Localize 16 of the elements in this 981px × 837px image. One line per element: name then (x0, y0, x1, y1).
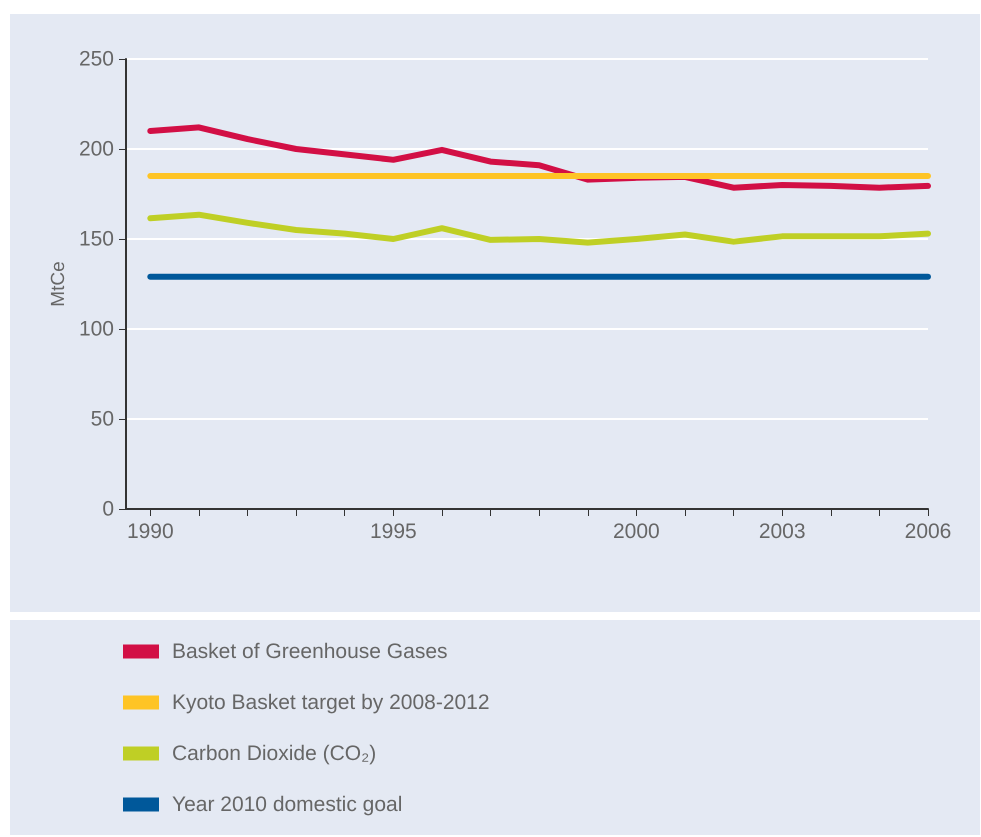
y-tick-label: 150 (78, 228, 114, 250)
legend-label: Kyoto Basket target by 2008-2012 (172, 691, 490, 714)
legend-label: Carbon Dioxide (CO₂) (172, 742, 376, 765)
y-tick-label: 200 (78, 138, 114, 160)
x-tick-label: 2000 (613, 520, 660, 543)
y-tick-label: 250 (78, 48, 114, 70)
x-tick-label: 1995 (370, 520, 417, 543)
y-axis-title: MtCe (48, 261, 69, 307)
x-tick-label: 1990 (126, 520, 174, 543)
legend-label: Year 2010 domestic goal (172, 793, 402, 816)
y-tick-label: 50 (90, 408, 114, 430)
y-tick-label: 0 (102, 498, 114, 520)
x-tick-label: 2006 (904, 520, 952, 543)
y-tick-label: 100 (78, 318, 114, 340)
legend-label: Basket of Greenhouse Gases (172, 640, 448, 663)
x-tick-label: 2003 (758, 520, 806, 543)
